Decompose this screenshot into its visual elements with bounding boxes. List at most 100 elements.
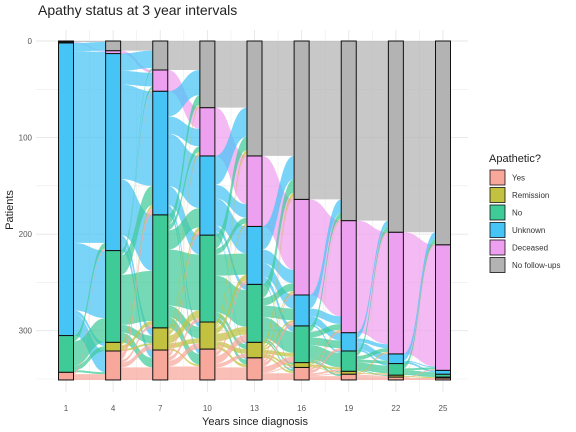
flow-no-follow-ups-to-no-follow-ups — [120, 41, 153, 51]
flow-remission-to-yes — [214, 346, 247, 368]
flow-remission-to-no-follow-ups — [309, 218, 342, 364]
stack-segment-unknown — [58, 42, 74, 337]
stack-segment-deceased — [199, 107, 216, 157]
flow-yes-to-no-follow-ups — [167, 106, 200, 351]
stack-segment-no — [340, 350, 357, 372]
flow-no-follow-ups-to-no-follow-ups — [356, 41, 389, 221]
stack-segment-unknown — [340, 332, 357, 352]
flow-remission-to-no-follow-ups — [262, 192, 295, 347]
flow-yes-to-no — [167, 318, 200, 361]
legend-label-no-follow-ups: No follow-ups — [512, 261, 560, 270]
flow-no-to-no — [120, 270, 153, 325]
stack-segment-remission — [105, 341, 122, 352]
flow-yes-to-deceased — [356, 352, 389, 376]
flow-yes-to-unknown — [167, 231, 200, 357]
flow-no-to-deceased — [120, 86, 153, 256]
stack-segment-unknown — [293, 294, 310, 327]
flow-no-follow-ups-to-no-follow-ups — [403, 41, 436, 233]
legend-swatch-no — [489, 204, 506, 221]
stacks — [58, 40, 451, 381]
stack-segment-yes — [58, 371, 74, 381]
x-axis-label: Years since diagnosis — [202, 416, 308, 428]
flow-unknown-to-no-follow-ups — [214, 107, 247, 185]
x-tick-label: 10 — [203, 404, 212, 413]
flow-no-to-unknown — [262, 305, 295, 321]
flow-yes-to-yes — [167, 366, 200, 380]
stack-segment-yes — [199, 348, 216, 381]
flow-no-to-yes — [262, 340, 295, 372]
flow-no-to-yes — [309, 360, 342, 377]
flow-remission-to-deceased — [262, 291, 295, 349]
flow-no-to-no-follow-ups — [120, 68, 153, 253]
flow-no-to-no-follow-ups — [403, 238, 436, 369]
flow-unknown-to-deceased — [120, 70, 153, 87]
flow-yes-to-unknown — [120, 208, 153, 360]
flow-no-to-no-follow-ups — [262, 179, 295, 298]
flow-remission-to-no-follow-ups — [356, 231, 389, 373]
stack-segment-no-follow-ups — [293, 40, 310, 200]
stack-segment-deceased — [246, 155, 263, 227]
flow-no-to-deceased — [167, 146, 200, 231]
flow-remission-to-no — [120, 321, 153, 350]
flow-yes-to-remission — [167, 343, 200, 367]
flow-unknown-to-no-follow-ups — [73, 41, 106, 52]
flow-remission-to-no — [356, 373, 389, 375]
flow-unknown-to-no-follow-ups — [309, 199, 342, 309]
flow-remission-to-unknown — [167, 227, 200, 336]
flow-unknown-to-unknown — [167, 133, 200, 209]
stack-segment-no — [199, 234, 216, 323]
flow-unknown-to-no — [309, 323, 342, 353]
legend-swatch-unknown — [489, 222, 506, 238]
flow-yes-to-remission — [214, 353, 247, 368]
flow-yes-to-no — [120, 324, 153, 363]
x-tick-label: 25 — [439, 404, 448, 413]
flow-no-follow-ups-to-no-follow-ups — [73, 41, 106, 42]
stack-segment-remission — [246, 341, 263, 359]
legend-label-no: No — [512, 209, 523, 218]
flow-remission-to-unknown — [262, 320, 295, 351]
flow-remission-to-no — [167, 310, 200, 344]
flow-no-to-deceased — [403, 367, 436, 371]
stack-segment-unknown — [387, 353, 404, 365]
flow-remission-to-remission — [262, 353, 295, 367]
flow-no-to-unknown — [309, 337, 342, 349]
flow-no-to-no — [309, 345, 342, 368]
axes: 1 4 7 10 13 16 19 22 25 0 100 200 300 — [19, 37, 448, 413]
flow-unknown-to-no — [262, 276, 295, 332]
stack-segment-no — [152, 214, 169, 329]
flow-yes-to-unknown — [262, 322, 295, 367]
flow-yes-to-remission — [262, 366, 295, 374]
legend-label-yes: Yes — [512, 174, 525, 183]
stack-segment-yes — [152, 349, 169, 381]
flow-remission-to-deceased — [167, 152, 200, 332]
flow-yes-to-deceased — [262, 293, 295, 363]
flow-no-to-unknown — [120, 185, 153, 275]
flow-yes-to-deceased — [214, 225, 247, 352]
y-tick-label: 300 — [19, 327, 33, 336]
flow-yes-to-no — [356, 374, 389, 377]
stack-segment-yes — [340, 373, 357, 381]
stack-segment-unknown — [152, 90, 169, 216]
flow-yes-to-no — [214, 334, 247, 364]
flow-unknown-to-unknown — [403, 361, 436, 373]
y-tick-label: 200 — [19, 230, 33, 239]
flow-yes-to-remission — [120, 345, 153, 368]
stack-segment-no-follow-ups — [58, 40, 74, 43]
flow-remission-to-remission — [120, 343, 153, 351]
flow-yes-to-deceased — [120, 89, 153, 353]
legend-label-deceased: Deceased — [512, 244, 548, 253]
stack-segment-no-follow-ups — [152, 40, 169, 71]
flow-unknown-to-deceased — [214, 184, 247, 218]
flow-unknown-to-no-follow-ups — [167, 69, 200, 117]
stack-segment-yes — [105, 350, 122, 381]
flow-unknown-to-no — [73, 242, 106, 319]
x-tick-label: 4 — [111, 404, 116, 413]
flow-no-to-no-follow-ups — [214, 136, 247, 249]
flow-remission-to-no-follow-ups — [167, 104, 200, 330]
flow-unknown-to-deceased — [262, 249, 295, 284]
stack-segment-no — [105, 250, 122, 343]
flow-unknown-to-unknown — [120, 84, 153, 186]
stack-segment-no — [387, 363, 404, 376]
flow-remission-to-remission — [167, 338, 200, 349]
